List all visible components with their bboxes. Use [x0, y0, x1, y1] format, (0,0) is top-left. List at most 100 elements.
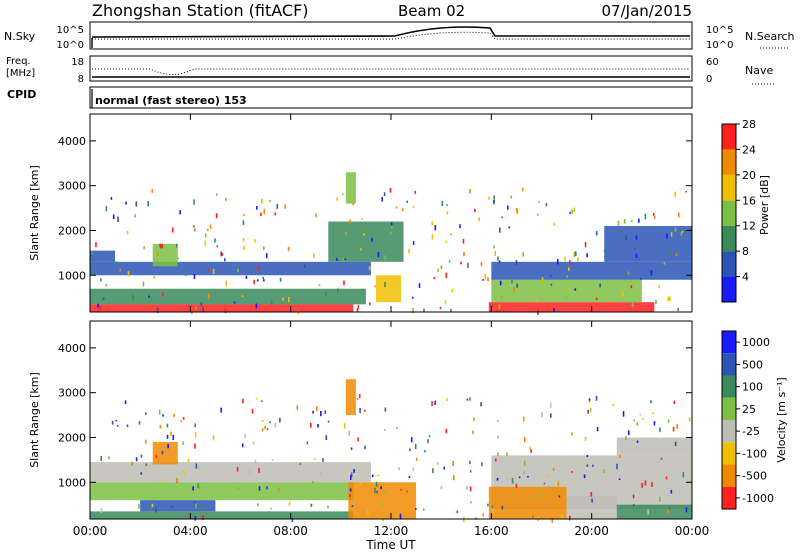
velocity-speckle-point [167, 444, 169, 449]
velocity-speckle-point [651, 482, 653, 487]
velocity-speckle-point [618, 478, 621, 481]
power-speckle-point [412, 241, 415, 245]
power-speckle-point [437, 268, 439, 272]
power-speckle-point [556, 258, 559, 265]
power-speckle-point [200, 302, 202, 307]
velocity-speckle-point [571, 471, 573, 473]
power-speckle-point [241, 295, 244, 297]
velocity-speckle-point [138, 503, 140, 509]
power-speckle-point [368, 266, 371, 271]
velocity-speckle-point [244, 434, 246, 438]
velocity-colorbar-frame [721, 330, 737, 510]
velocity-speckle-point [384, 407, 387, 412]
power-speckle-point [482, 278, 484, 281]
velocity-speckle-point [360, 482, 362, 485]
velocity-region-6 [345, 379, 356, 416]
power-speckle-point [414, 190, 417, 194]
velocity-speckle-point [116, 425, 119, 427]
power-region-1 [90, 288, 366, 305]
velocity-colorbar-tick-label: -100 [742, 447, 767, 460]
velocity-speckle-point [667, 509, 669, 514]
noise-search-trace [92, 31, 690, 40]
power-colorbar-tick-label: 16 [742, 194, 756, 207]
freq-left-label-1: Freq. [6, 56, 31, 67]
velocity-speckle-point [252, 441, 255, 445]
power-region-2 [90, 304, 354, 312]
velocity-speckle-point [543, 482, 546, 485]
velocity-speckle-point [537, 516, 539, 521]
power-speckle-point [467, 262, 469, 268]
velocity-speckle-point [432, 468, 434, 474]
noise-left-tick-top: 10^5 [57, 25, 84, 36]
power-colorbar-tick-label: 12 [742, 220, 756, 233]
velocity-speckle-point [636, 440, 639, 443]
power-colorbar-swatch [722, 225, 736, 252]
power-speckle-point [463, 251, 465, 257]
velocity-speckle-point [572, 479, 574, 481]
velocity-speckle-point [632, 504, 635, 507]
power-speckle-point [161, 243, 164, 249]
power-region-6 [345, 172, 356, 204]
power-speckle-point [393, 277, 395, 280]
velocity-speckle-point [408, 475, 411, 479]
velocity-speckle-point [496, 477, 499, 481]
velocity-speckle-point [155, 455, 158, 459]
power-speckle-point [445, 272, 448, 279]
velocity-speckle-point [466, 485, 468, 491]
power-speckle-point [206, 228, 209, 232]
power-speckle-point [406, 200, 408, 203]
power-region-11 [604, 225, 692, 262]
power-speckle-point [630, 285, 633, 289]
power-speckle-point [185, 272, 187, 276]
velocity-speckle-point [440, 485, 443, 490]
power-speckle-point [209, 224, 212, 229]
power-speckle-point [522, 187, 524, 192]
velocity-speckle-point [586, 454, 589, 458]
power-speckle-point [126, 230, 129, 235]
power-speckle-point [460, 261, 462, 265]
power-speckle-point [371, 237, 373, 242]
power-speckle-point [143, 246, 145, 250]
velocity-speckle-point [212, 435, 215, 441]
power-speckle-point [254, 239, 256, 243]
power-speckle-point [541, 277, 544, 281]
power-speckle-point [497, 256, 499, 261]
power-colorbar-tick-label: 24 [742, 143, 756, 156]
power-speckle-point [148, 295, 150, 298]
power-speckle-point [670, 232, 673, 237]
velocity-region-10 [616, 504, 692, 519]
velocity-speckle-point [315, 406, 318, 412]
velocity-region-8 [488, 486, 567, 519]
power-ylabel: Slant Range [km] [28, 165, 41, 261]
noise-left-label: N.Sky [4, 30, 36, 43]
velocity-region-5 [348, 482, 417, 519]
power-speckle-point [341, 193, 344, 196]
power-speckle-point [494, 250, 497, 257]
velocity-ylabel: Slant Range [km] [28, 372, 41, 468]
velocity-speckle-point [111, 420, 114, 425]
power-speckle-point [253, 279, 255, 285]
velocity-speckle-point [627, 430, 630, 436]
power-speckle-point [510, 195, 513, 199]
power-speckle-point [627, 271, 630, 275]
power-speckle-point [216, 245, 218, 248]
velocity-speckle-point [269, 421, 271, 424]
power-speckle-point [450, 233, 452, 236]
power-speckle-point [360, 247, 362, 251]
velocity-speckle-point [473, 417, 475, 421]
power-speckle-point [270, 300, 273, 305]
velocity-speckle-point [445, 428, 448, 434]
power-speckle-point [623, 218, 626, 224]
x-tick-label: 20:00 [574, 524, 609, 538]
velocity-speckle-point [665, 476, 668, 480]
velocity-speckle-point [558, 495, 561, 498]
power-speckle-point [132, 294, 134, 301]
velocity-speckle-point [642, 418, 644, 420]
power-speckle-point [336, 258, 338, 261]
velocity-speckle-point [383, 428, 386, 432]
power-colorbar-frame [721, 123, 737, 303]
velocity-speckle-point [198, 485, 201, 490]
power-speckle-point [515, 259, 518, 266]
velocity-colorbar: 1000 500 100 25 -25 -100 -500 -1000 [721, 330, 774, 510]
velocity-speckle-point [140, 472, 143, 475]
